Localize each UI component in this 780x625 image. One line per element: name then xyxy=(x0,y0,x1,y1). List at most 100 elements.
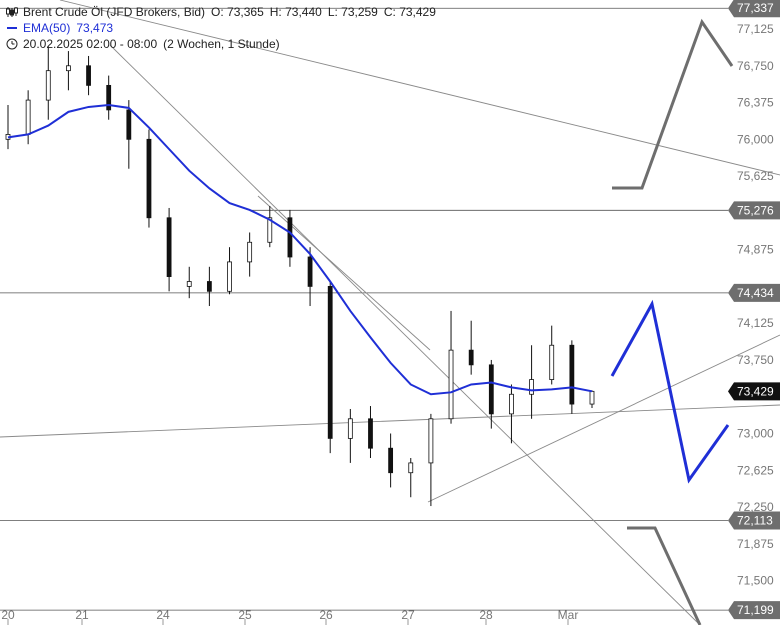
y-tick-label: 73,750 xyxy=(737,353,774,367)
candle-body xyxy=(247,241,253,263)
price-badge-4-shape xyxy=(728,601,780,620)
x-tick-label: 20 xyxy=(1,608,15,622)
candle-body xyxy=(549,344,555,380)
candle xyxy=(347,408,353,463)
candle xyxy=(45,46,51,120)
candle-body xyxy=(45,70,51,101)
x-tick-label: 26 xyxy=(319,608,333,622)
price-badges-layer: 77,337 75,276 74,434 72,113 71,199 73,429 xyxy=(728,0,780,620)
projection-grey-down xyxy=(627,526,702,625)
legend-ema-label: EMA(50) xyxy=(23,21,71,35)
candle xyxy=(166,207,172,292)
y-tick-label: 72,250 xyxy=(737,500,774,514)
legend-low: L: 73,259 xyxy=(327,5,378,19)
candle-body xyxy=(186,281,192,287)
candlestick-icon xyxy=(6,6,18,18)
legend-high: H: 73,440 xyxy=(269,5,322,19)
projection-arrows-layer xyxy=(610,18,734,625)
candle-body xyxy=(287,217,293,258)
trendline-3 xyxy=(427,334,780,503)
candle xyxy=(549,325,555,385)
price-badge-3-label: 72,113 xyxy=(737,513,773,527)
candle xyxy=(106,75,112,120)
candle-body xyxy=(569,344,575,405)
y-tick-label: 73,000 xyxy=(737,426,774,440)
x-tick-label: 27 xyxy=(401,608,415,622)
x-tick-label: Mar xyxy=(558,608,579,622)
candle-body xyxy=(509,393,514,415)
y-tick-label: 75,625 xyxy=(737,169,774,183)
trendline-1 xyxy=(109,44,701,625)
candle xyxy=(186,266,192,299)
candle-body xyxy=(368,418,373,449)
trendline-0 xyxy=(59,0,780,176)
ema50-line xyxy=(7,103,593,396)
trendline-4 xyxy=(257,195,431,351)
y-tick-label: 76,375 xyxy=(737,96,774,110)
candle xyxy=(569,340,575,414)
y-tick-label: 71,875 xyxy=(737,537,774,551)
candle xyxy=(388,433,394,488)
legend-instrument: Brent Crude Öl (JFD Brokers, Bid) xyxy=(23,5,206,19)
candle-body xyxy=(206,281,212,292)
candle xyxy=(448,310,454,424)
level-lines-layer xyxy=(0,7,728,611)
candle xyxy=(408,458,414,498)
y-tick-label: 76,000 xyxy=(737,132,774,146)
candle-body xyxy=(307,256,313,287)
candle-body xyxy=(448,349,454,420)
candle xyxy=(488,359,494,429)
legend-open: O: 73,365 xyxy=(211,5,264,19)
candle xyxy=(589,390,595,408)
current-price-badge-label: 73,429 xyxy=(737,384,774,398)
candle-body xyxy=(106,84,112,111)
candle xyxy=(66,51,71,91)
candle xyxy=(287,209,293,267)
candle xyxy=(509,384,514,444)
price-axis-layer: 77,125 76,750 76,375 76,000 75,625 74,875 74,1… xyxy=(737,22,774,588)
candle-body xyxy=(267,217,273,243)
candle-body xyxy=(488,364,494,415)
candle-body xyxy=(166,217,172,278)
projection-grey-up xyxy=(612,18,734,190)
candle xyxy=(5,105,11,150)
price-badge-1-shape xyxy=(728,201,780,220)
legend-ema-value: 73,473 xyxy=(76,21,114,35)
price-badge-2-label: 74,434 xyxy=(737,286,774,300)
time-axis-layer: 20 21 24 25 26 27 28 Mar xyxy=(1,608,578,625)
trendline-2 xyxy=(0,404,780,438)
candle-body xyxy=(25,99,31,135)
candle-body xyxy=(388,447,394,474)
candle xyxy=(529,345,534,419)
candle xyxy=(25,90,31,145)
y-tick-label: 74,875 xyxy=(737,243,774,257)
projection-blue-zigzag xyxy=(610,299,730,484)
candle xyxy=(247,232,253,277)
price-badge-1-label: 75,276 xyxy=(737,203,774,217)
candle xyxy=(307,247,313,307)
candle-body xyxy=(227,261,232,292)
current-price-badge: 73,429 xyxy=(728,382,780,401)
price-badge-4-label: 71,199 xyxy=(737,603,774,617)
legend-close: C: 73,429 xyxy=(383,5,436,19)
candle-body xyxy=(327,286,333,439)
price-badge-0-label: 77,337 xyxy=(737,1,774,15)
y-tick-label: 72,625 xyxy=(737,463,774,477)
y-tick-label: 77,125 xyxy=(737,22,774,36)
y-tick-label: 76,750 xyxy=(737,59,774,73)
candle-body xyxy=(589,390,595,405)
price-badge-2: 74,434 xyxy=(728,283,780,302)
x-tick-label: 21 xyxy=(75,608,89,622)
legend-period: (2 Wochen, 1 Stunde) xyxy=(163,37,280,51)
ema-line-icon xyxy=(6,22,18,34)
candle-body xyxy=(66,65,71,72)
y-tick-label: 71,500 xyxy=(737,574,774,588)
candle xyxy=(227,247,232,295)
candle xyxy=(126,100,132,169)
clock-icon xyxy=(6,38,18,50)
legend-row-range: 20.02.2025 02:00 - 08:00 (2 Wochen, 1 St… xyxy=(6,36,436,52)
candle xyxy=(368,406,373,459)
candle xyxy=(327,281,333,454)
